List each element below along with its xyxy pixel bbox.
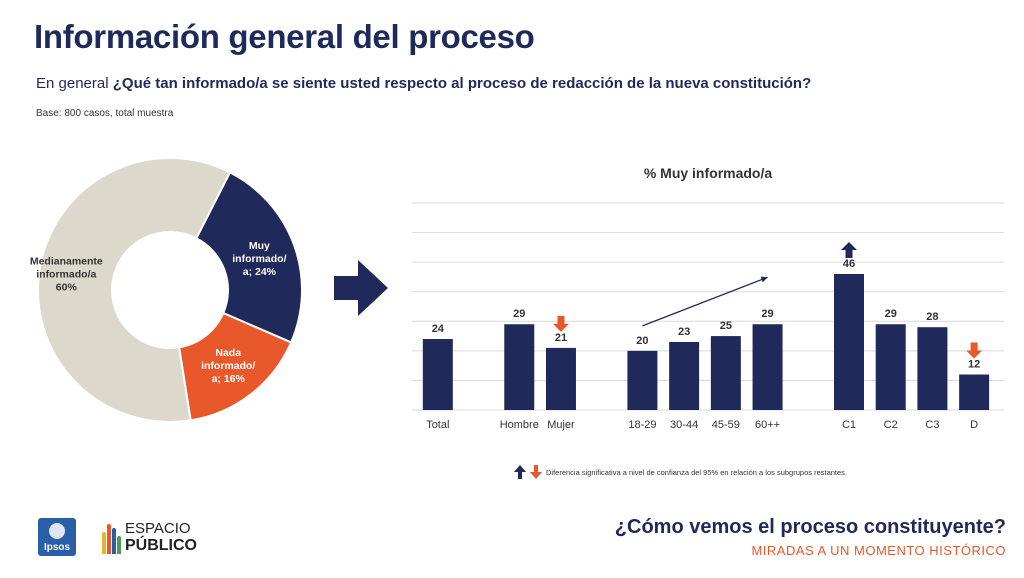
- category-label: 60++: [755, 419, 780, 431]
- bar-value-label: 12: [968, 359, 980, 371]
- bar: [627, 350, 658, 410]
- bar-value-label: 20: [636, 335, 648, 347]
- ipsos-label: Ipsos: [43, 542, 71, 553]
- bar-value-label: 25: [720, 320, 732, 332]
- bar-value-label: 28: [926, 311, 938, 323]
- bar-value-label: 24: [432, 323, 445, 335]
- category-label: Total: [426, 419, 449, 431]
- bar: [669, 341, 700, 410]
- trend-arrow-line: [642, 276, 768, 327]
- donut-slice: [37, 157, 232, 423]
- significance-down-icon: [966, 342, 983, 359]
- down-arrow-icon: [530, 465, 542, 479]
- footer-subtitle: MIRADAS A UN MOMENTO HISTÓRICO: [751, 543, 1006, 558]
- ipsos-logo: Ipsos: [38, 518, 76, 556]
- bar: [875, 324, 906, 410]
- donut-slice: [194, 171, 303, 344]
- espacio-publico-mark-icon: [102, 520, 121, 554]
- category-label: 45-59: [712, 419, 740, 431]
- category-label: C2: [884, 419, 898, 431]
- bar: [959, 374, 990, 410]
- question-bold: ¿Qué tan informado/a se siente usted res…: [112, 75, 812, 92]
- significance-legend: Diferencia significativa a nivel de conf…: [514, 465, 845, 479]
- base-note: Base: 800 casos, total muestra: [36, 108, 174, 119]
- donut-chart: Muy informado/a; 24% Nada informado/a; 16% M…: [30, 157, 303, 423]
- ep-line1: ESPACIO: [125, 520, 191, 537]
- donut-slice-label: Nada informado/a; 16%: [201, 347, 255, 385]
- page-title: Información general del proceso: [34, 18, 535, 55]
- bar-value-label: 46: [843, 258, 855, 270]
- category-label: 30-44: [670, 419, 698, 431]
- right-arrow-icon: [334, 260, 388, 316]
- bar-value-label: 29: [761, 308, 773, 320]
- bar: [545, 347, 576, 410]
- bar-value-label: 29: [513, 308, 525, 320]
- bar-value-label: 21: [555, 332, 567, 344]
- bar-chart: % Muy informado/a 24 Total 29 Hombre 21 Mujer 2…: [412, 165, 1004, 431]
- question-text: En general ¿Qué tan informado/a se sient…: [36, 75, 811, 92]
- trend-arrowhead-icon: [760, 276, 768, 283]
- bar-value-label: 23: [678, 326, 690, 338]
- legend-text: Diferencia significativa a nivel de conf…: [546, 467, 845, 477]
- ep-line2: PÚBLICO: [125, 537, 197, 554]
- bar: [752, 324, 783, 410]
- significance-up-icon: [840, 241, 857, 258]
- donut-slice-label: Muy informado/a; 24%: [232, 240, 286, 278]
- category-label: C1: [842, 419, 856, 431]
- espacio-publico-logo: ESPACIO PÚBLICO: [102, 520, 197, 554]
- category-label: D: [970, 419, 978, 431]
- category-label: C3: [925, 419, 939, 431]
- bar-value-label: 29: [885, 308, 897, 320]
- bar: [504, 324, 535, 410]
- bar: [917, 327, 948, 410]
- category-label: Hombre: [500, 419, 539, 431]
- footer-title-block: ¿Cómo vemos el proceso constituyente? MI…: [615, 516, 1006, 558]
- up-arrow-icon: [514, 465, 526, 479]
- bar: [710, 336, 741, 410]
- footer-title: ¿Cómo vemos el proceso constituyente?: [614, 516, 1006, 538]
- donut-slice-label: Medianamente informado/a 60%: [30, 256, 103, 294]
- significance-down-icon: [552, 315, 569, 332]
- bar: [422, 339, 453, 410]
- category-label: Mujer: [547, 419, 575, 431]
- category-label: 18-29: [628, 419, 656, 431]
- chart-title: % Muy informado/a: [644, 165, 773, 181]
- question-prefix: En general: [36, 75, 113, 92]
- bar: [833, 273, 864, 410]
